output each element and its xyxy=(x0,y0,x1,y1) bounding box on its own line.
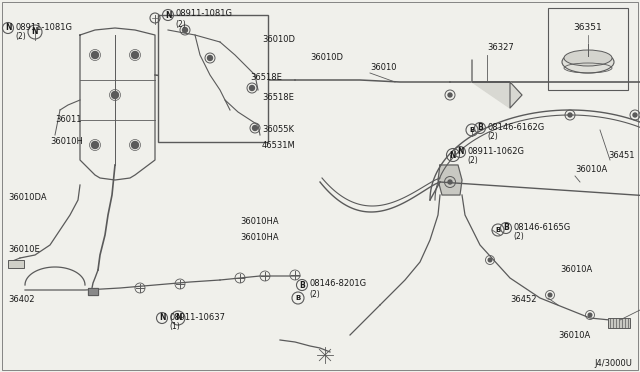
Bar xyxy=(158,15,268,142)
Text: 36351: 36351 xyxy=(573,23,602,32)
Circle shape xyxy=(250,86,255,90)
Text: 08911-10637: 08911-10637 xyxy=(170,312,225,321)
Circle shape xyxy=(448,180,452,184)
Text: 36518E: 36518E xyxy=(250,74,282,83)
Text: 36010A: 36010A xyxy=(575,166,607,174)
Text: (2): (2) xyxy=(513,232,524,241)
Text: 08911-1081G: 08911-1081G xyxy=(15,22,72,32)
Text: (2): (2) xyxy=(488,132,499,141)
Circle shape xyxy=(588,313,592,317)
Text: B: B xyxy=(469,127,475,133)
Text: B: B xyxy=(503,224,509,232)
Circle shape xyxy=(111,92,118,99)
Text: N: N xyxy=(159,314,165,323)
Bar xyxy=(608,318,630,328)
Text: B: B xyxy=(296,295,301,301)
Text: (2): (2) xyxy=(15,32,26,42)
Text: 36010A: 36010A xyxy=(558,330,590,340)
Text: 08146-6165G: 08146-6165G xyxy=(513,222,571,231)
Polygon shape xyxy=(88,288,98,295)
Text: B: B xyxy=(299,280,305,289)
Text: 36327: 36327 xyxy=(487,44,514,52)
Polygon shape xyxy=(438,165,462,195)
Text: B: B xyxy=(477,124,483,132)
Text: N: N xyxy=(450,151,456,160)
Text: N: N xyxy=(175,314,181,323)
Polygon shape xyxy=(472,60,522,108)
Text: 08146-8201G: 08146-8201G xyxy=(310,279,367,289)
Text: 36010D: 36010D xyxy=(310,54,343,62)
Bar xyxy=(548,8,628,90)
Ellipse shape xyxy=(564,50,612,66)
Text: (1): (1) xyxy=(170,323,180,331)
Text: 36402: 36402 xyxy=(8,295,35,305)
Text: 46531M: 46531M xyxy=(262,141,296,150)
Text: 36010: 36010 xyxy=(370,64,397,73)
Text: 08146-6162G: 08146-6162G xyxy=(488,122,545,131)
Circle shape xyxy=(131,141,138,148)
Circle shape xyxy=(131,51,138,58)
Text: (2): (2) xyxy=(175,19,186,29)
Text: 08911-1081G: 08911-1081G xyxy=(175,10,232,19)
Circle shape xyxy=(568,113,572,117)
Text: 36010H: 36010H xyxy=(50,138,83,147)
Circle shape xyxy=(448,93,452,97)
Text: N: N xyxy=(164,10,172,19)
Circle shape xyxy=(207,55,212,61)
Circle shape xyxy=(92,51,99,58)
Circle shape xyxy=(182,28,188,32)
Text: 36010A: 36010A xyxy=(560,266,592,275)
Bar xyxy=(8,260,24,268)
Text: 36011: 36011 xyxy=(55,115,81,125)
Circle shape xyxy=(92,141,99,148)
Text: (2): (2) xyxy=(310,289,320,298)
Text: N: N xyxy=(457,148,463,157)
Text: 36452: 36452 xyxy=(510,295,536,305)
Circle shape xyxy=(253,125,257,131)
Text: 36010E: 36010E xyxy=(8,246,40,254)
Text: N: N xyxy=(4,23,12,32)
Text: 36010HA: 36010HA xyxy=(240,218,278,227)
Text: J4/3000U: J4/3000U xyxy=(594,359,632,369)
Text: N: N xyxy=(32,28,38,36)
Text: 36010HA: 36010HA xyxy=(240,234,278,243)
Text: B: B xyxy=(495,227,500,233)
Text: (2): (2) xyxy=(467,157,478,166)
Text: 36451: 36451 xyxy=(608,151,634,160)
Circle shape xyxy=(548,293,552,297)
Circle shape xyxy=(488,258,492,262)
Text: 36518E: 36518E xyxy=(262,93,294,103)
Text: 08911-1062G: 08911-1062G xyxy=(467,147,525,155)
Text: 36010D: 36010D xyxy=(262,35,295,45)
Ellipse shape xyxy=(562,51,614,73)
Circle shape xyxy=(633,113,637,117)
Text: 36010DA: 36010DA xyxy=(8,193,47,202)
Text: 36055K: 36055K xyxy=(262,125,294,135)
